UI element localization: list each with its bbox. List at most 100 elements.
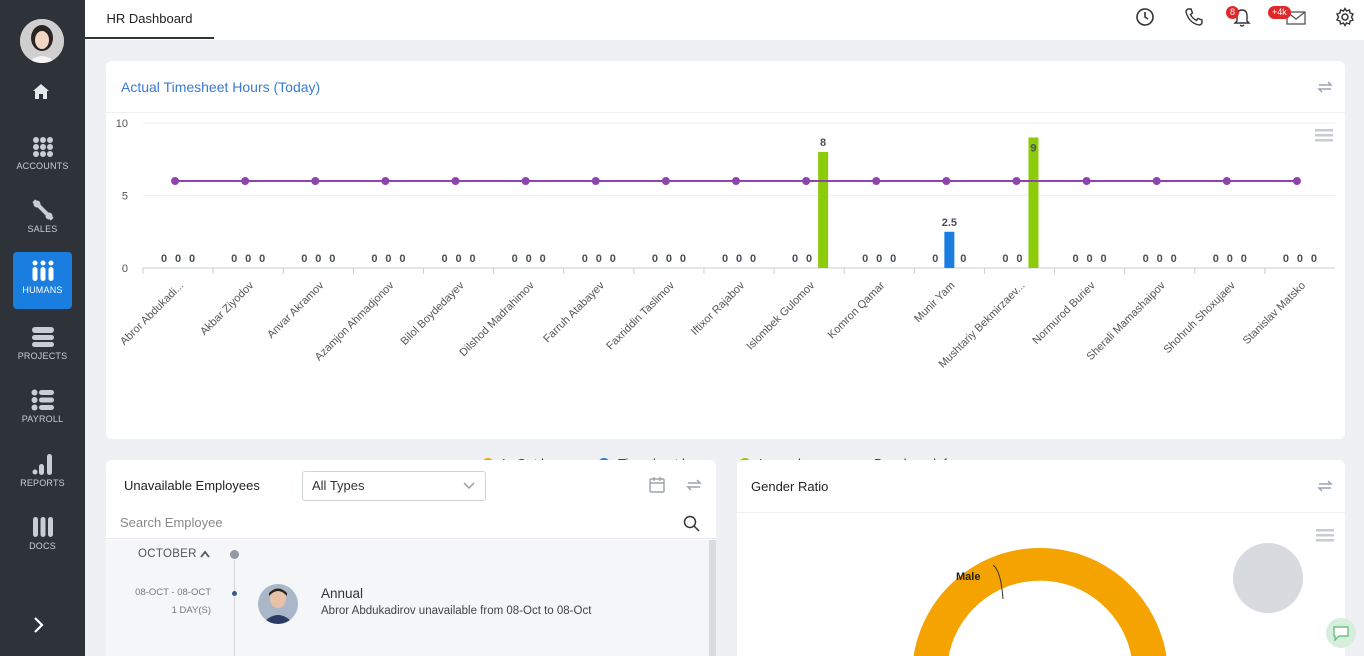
x-tick-label: Islombek Gulomov (744, 279, 817, 352)
data-label: 0 (862, 253, 868, 265)
grid-icon (32, 137, 53, 157)
x-tick-label: Komron Qamar (826, 279, 888, 341)
clock-icon[interactable] (1135, 7, 1155, 32)
data-label: 0 (259, 253, 265, 265)
chart-menu-icon[interactable] (1315, 128, 1333, 147)
sidebar-item-sales[interactable]: SALES (13, 191, 72, 248)
chevron-up-icon[interactable] (200, 550, 210, 558)
x-tick-label: Iftixor Rajabov (689, 279, 748, 338)
benchmark-point (381, 177, 390, 185)
user-avatar[interactable] (20, 19, 64, 63)
entry-duration: 1 DAY(S) (171, 605, 211, 616)
x-tick-label: Normurod Buriev (1030, 279, 1098, 347)
benchmark-point (1152, 177, 1161, 185)
data-label: 0 (1073, 253, 1079, 265)
data-label: 0 (1171, 253, 1177, 265)
data-label: 0 (526, 253, 532, 265)
sidebar-item-reports[interactable]: REPORTS (13, 445, 72, 502)
data-label: 0 (722, 253, 728, 265)
select-value: All Types (312, 478, 365, 493)
data-label: 0 (1143, 253, 1149, 265)
data-label: 8 (820, 137, 826, 149)
timeline-month-dot (230, 550, 239, 559)
donut-slice-male[interactable] (913, 547, 1167, 656)
month-label[interactable]: OCTOBER (138, 548, 197, 560)
refresh-icon[interactable] (1316, 78, 1334, 101)
data-label: 9 (1030, 143, 1036, 155)
chat-icon[interactable] (1326, 618, 1356, 648)
search-employee-input[interactable]: Search Employee (106, 508, 716, 539)
gear-icon[interactable] (1335, 7, 1355, 32)
tab-hr-dashboard[interactable]: HR Dashboard (85, 0, 214, 39)
data-label: 0 (441, 253, 447, 265)
data-label: 0 (1297, 253, 1303, 265)
sidebar-item-docs[interactable]: DOCS (13, 508, 72, 565)
top-bar: HR Dashboard 8 +4k (85, 0, 1364, 40)
timeline-entry-dot (232, 591, 237, 596)
data-label: 0 (315, 253, 321, 265)
bar (1028, 137, 1039, 268)
sidebar-item-projects[interactable]: PROJECTS (13, 318, 72, 375)
benchmark-point (1012, 177, 1021, 185)
x-tick-label: Shohruh Shoxujaev (1162, 279, 1239, 356)
data-label: 0 (1002, 253, 1008, 265)
x-tick-label: Abror Abdukadi... (118, 280, 186, 348)
data-label: 0 (736, 253, 742, 265)
benchmark-point (942, 177, 951, 185)
sidebar-item-accounts[interactable]: ACCOUNTS (13, 128, 72, 185)
docs-icon (32, 517, 53, 537)
calendar-icon[interactable] (648, 476, 666, 499)
benchmark-point (872, 177, 881, 185)
phone-icon[interactable] (1184, 7, 1204, 32)
data-label: 0 (610, 253, 616, 265)
benchmark-point (241, 177, 250, 185)
data-label: 0 (399, 253, 405, 265)
scrollbar[interactable] (709, 540, 716, 656)
entry-type: Annual (321, 586, 364, 601)
data-label: 0 (582, 253, 588, 265)
data-label: 0 (806, 253, 812, 265)
data-label: 0 (1213, 253, 1219, 265)
search-icon[interactable] (683, 515, 700, 532)
sidebar-item-label: REPORTS (20, 478, 65, 488)
data-label: 0 (1311, 253, 1317, 265)
data-label: 0 (876, 253, 882, 265)
x-tick-label: Akbar Ziyodov (198, 279, 257, 338)
timesheet-card: Actual Timesheet Hours (Today) 0 5 10 0 0 0 Ab… (106, 61, 1345, 471)
type-filter-select[interactable]: All Types (302, 471, 486, 501)
chevron-down-icon (463, 482, 475, 489)
card-header: Actual Timesheet Hours (Today) (106, 61, 1345, 113)
benchmark-point (591, 177, 600, 185)
x-tick-label: Sherali Mamashaipov (1085, 279, 1169, 363)
refresh-icon[interactable] (1316, 477, 1334, 500)
data-label: 0 (1283, 253, 1289, 265)
benchmark-point (802, 177, 811, 185)
x-tick-label: Dilshod Madrahimov (457, 279, 537, 359)
data-label: 0 (301, 253, 307, 265)
card-title: Gender Ratio (751, 479, 829, 494)
data-label: 0 (231, 253, 237, 265)
expand-sidebar-icon[interactable] (33, 616, 45, 639)
entry-dates: 08-OCT - 08-OCT (135, 587, 211, 598)
card-title: Actual Timesheet Hours (Today) (121, 79, 321, 95)
data-label: 0 (1227, 253, 1233, 265)
benchmark-point (661, 177, 670, 185)
data-label: 0 (1241, 253, 1247, 265)
home-icon[interactable] (30, 82, 52, 107)
x-tick-label: Anvar Akramov (265, 279, 327, 341)
refresh-icon[interactable] (685, 476, 703, 499)
benchmark-point (451, 177, 460, 185)
data-label: 0 (385, 253, 391, 265)
sidebar-item-payroll[interactable]: PAYROLL (13, 381, 72, 438)
percent-icon (31, 199, 54, 221)
people-icon (32, 260, 53, 281)
benchmark-point (732, 177, 740, 185)
data-label: 0 (175, 253, 181, 265)
chart-menu-icon[interactable] (1316, 528, 1334, 547)
gender-ratio-card: Gender Ratio Male (737, 460, 1345, 656)
timeline-line (234, 560, 235, 656)
sidebar-item-humans[interactable]: HUMANS (13, 252, 72, 309)
x-tick-label: Azamjon Ahmadjonov (313, 279, 397, 363)
data-label: 0 (245, 253, 251, 265)
sidebar-item-label: PROJECTS (17, 351, 68, 361)
